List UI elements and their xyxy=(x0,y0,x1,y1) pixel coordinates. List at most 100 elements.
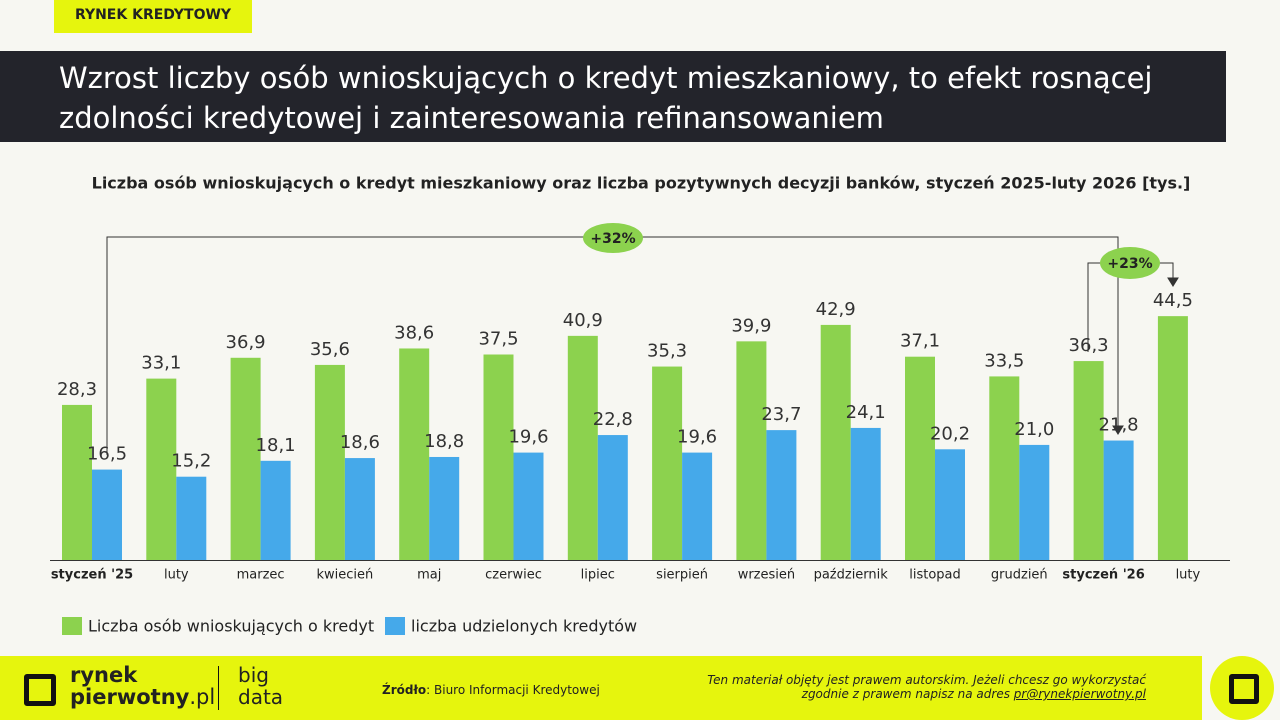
value-label: 16,5 xyxy=(87,444,127,465)
bar xyxy=(1019,444,1050,560)
value-label: 36,9 xyxy=(226,332,266,353)
email[interactable]: pr@rynekpierwotny.pl xyxy=(1013,687,1146,701)
value-label: 18,1 xyxy=(256,435,296,456)
x-tick-label: październik xyxy=(814,568,889,583)
arrow-head xyxy=(1112,425,1124,435)
x-tick-label: wrzesień xyxy=(738,568,795,583)
bar xyxy=(230,357,261,560)
bar xyxy=(62,404,92,560)
value-label: 35,6 xyxy=(310,339,350,360)
note-text: zgodnie z prawem napisz na adres xyxy=(801,687,1010,701)
big: big xyxy=(238,663,269,687)
x-tick-label: czerwiec xyxy=(485,568,542,583)
bar xyxy=(989,376,1020,560)
bar xyxy=(850,427,881,560)
bar xyxy=(766,430,797,560)
bar xyxy=(736,341,767,560)
bar xyxy=(820,324,851,560)
corner-logo xyxy=(1210,656,1274,720)
brand-bottom: pierwotny.pl xyxy=(70,686,215,708)
divider xyxy=(218,666,219,710)
legend-label: liczba udzielonych kredytów xyxy=(411,617,637,636)
value-label: 21,0 xyxy=(1014,419,1054,440)
bar xyxy=(513,452,544,560)
value-label: 37,5 xyxy=(478,329,518,350)
value-label: 37,1 xyxy=(900,331,940,352)
x-tick-label: kwiecień xyxy=(317,568,374,583)
bar xyxy=(344,458,375,560)
x-tick-label: marzec xyxy=(237,568,285,583)
brand-suffix: .pl xyxy=(189,685,216,709)
logo-icon xyxy=(1229,674,1259,704)
chart-title: Liczba osób wnioskujących o kredyt miesz… xyxy=(92,174,1191,193)
value-label: 19,6 xyxy=(508,427,548,448)
value-label: 18,6 xyxy=(340,432,380,453)
bar xyxy=(146,378,177,560)
annotation-bubble xyxy=(583,223,643,253)
value-label: 15,2 xyxy=(171,451,211,472)
bar xyxy=(567,335,598,560)
bar xyxy=(429,456,460,560)
bar xyxy=(92,469,122,560)
source: Źródło: Biuro Informacji Kredytowej xyxy=(382,683,600,697)
note-line: Ten materiał objęty jest prawem autorski… xyxy=(707,673,1146,687)
footer: rynek pierwotny.pl big data Źródło: Biur… xyxy=(0,656,1202,720)
bar xyxy=(483,354,514,560)
bar xyxy=(652,366,683,560)
chart: Liczba osób wnioskujących o kredyt miesz… xyxy=(50,174,1230,636)
value-label: 23,7 xyxy=(761,404,801,425)
bar xyxy=(260,460,291,560)
source-text: : Biuro Informacji Kredytowej xyxy=(426,683,600,697)
bar xyxy=(597,435,628,560)
bar xyxy=(1103,440,1134,560)
value-label: 28,3 xyxy=(57,379,97,400)
big-data: big data xyxy=(238,664,283,708)
value-label: 42,9 xyxy=(816,299,856,320)
bar xyxy=(399,348,430,560)
value-label: 18,8 xyxy=(424,431,464,452)
x-tick-label: luty xyxy=(1176,568,1201,583)
x-tick-label: maj xyxy=(417,568,441,583)
source-label: Źródło xyxy=(382,683,427,697)
bar xyxy=(176,476,207,560)
value-label: 38,6 xyxy=(394,322,434,343)
bar xyxy=(1157,316,1188,560)
value-label: 20,2 xyxy=(930,423,970,444)
legend-label: Liczba osób wnioskujących o kredyt xyxy=(88,617,374,636)
bar xyxy=(935,449,965,560)
x-tick-label: lipiec xyxy=(581,568,615,583)
value-label: 19,6 xyxy=(677,427,717,448)
bar xyxy=(905,356,935,560)
x-tick-label: sierpień xyxy=(656,568,708,583)
x-tick-label: listopad xyxy=(909,568,961,583)
value-label: 39,9 xyxy=(731,315,771,336)
annotation: +32% xyxy=(590,231,635,247)
value-label: 35,3 xyxy=(647,341,687,362)
x-tick-label: styczeń '26 xyxy=(1062,568,1144,583)
x-tick-label: luty xyxy=(164,568,189,583)
legend-swatch xyxy=(62,617,82,635)
value-label: 36,3 xyxy=(1069,335,1109,356)
slide-title: Wzrost liczby osób wnioskujących o kredy… xyxy=(59,61,1153,135)
logo-icon xyxy=(24,674,56,706)
value-label: 21,8 xyxy=(1099,415,1139,436)
value-label: 24,1 xyxy=(846,402,886,423)
data: data xyxy=(238,685,284,709)
legend-swatch xyxy=(385,617,405,635)
value-label: 33,5 xyxy=(984,350,1024,371)
brand-top: rynek xyxy=(70,663,138,687)
x-tick-label: styczeń '25 xyxy=(51,568,133,583)
value-label: 33,1 xyxy=(141,353,181,374)
value-label: 22,8 xyxy=(593,409,633,430)
annotation: +23% xyxy=(1107,256,1152,272)
arrow-head xyxy=(1167,277,1179,287)
title-band: Wzrost liczby osób wnioskujących o kredy… xyxy=(0,51,1226,142)
copyright-note: Ten materiał objęty jest prawem autorski… xyxy=(707,673,1146,701)
value-label: 40,9 xyxy=(563,310,603,331)
note-line: zgodnie z prawem napisz na adres pr@ryne… xyxy=(707,687,1146,701)
bar xyxy=(682,452,713,560)
annotation-bubble xyxy=(1100,247,1160,279)
section-tag: RYNEK KREDYTOWY xyxy=(54,0,252,33)
bar xyxy=(1073,361,1104,560)
